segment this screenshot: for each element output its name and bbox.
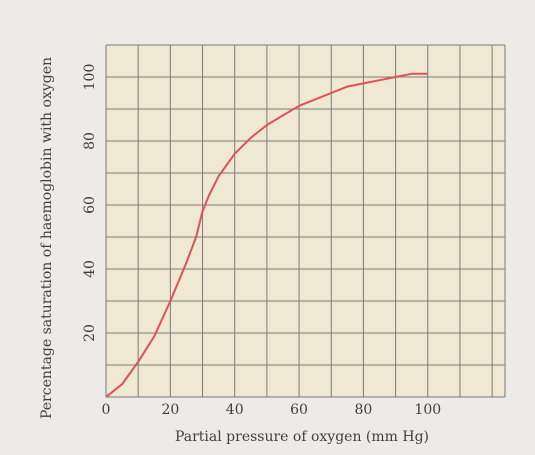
y-tick-label: 40 — [82, 260, 98, 278]
y-tick-label: 20 — [82, 324, 98, 342]
x-tick-label: 80 — [355, 402, 373, 418]
x-tick-label: 40 — [226, 402, 244, 418]
grid — [105, 44, 506, 398]
y-tick-label: 60 — [82, 196, 98, 214]
y-tick-label: 80 — [82, 132, 98, 150]
x-tick-label: 0 — [102, 402, 111, 418]
dissociation-curve — [105, 72, 428, 398]
plot-background — [106, 45, 505, 397]
x-tick-label: 20 — [161, 402, 179, 418]
tick-labels: 0 20 40 60 80 100 20 40 60 80 100 — [82, 64, 441, 418]
y-tick-label: 100 — [82, 64, 98, 91]
series-layer — [105, 72, 428, 398]
y-axis-label: Percentage saturation of haemoglobin wit… — [39, 57, 55, 419]
x-tick-label: 100 — [414, 402, 441, 418]
x-tick-label: 60 — [290, 402, 308, 418]
x-axis-label: Partial pressure of oxygen (mm Hg) — [175, 429, 429, 445]
